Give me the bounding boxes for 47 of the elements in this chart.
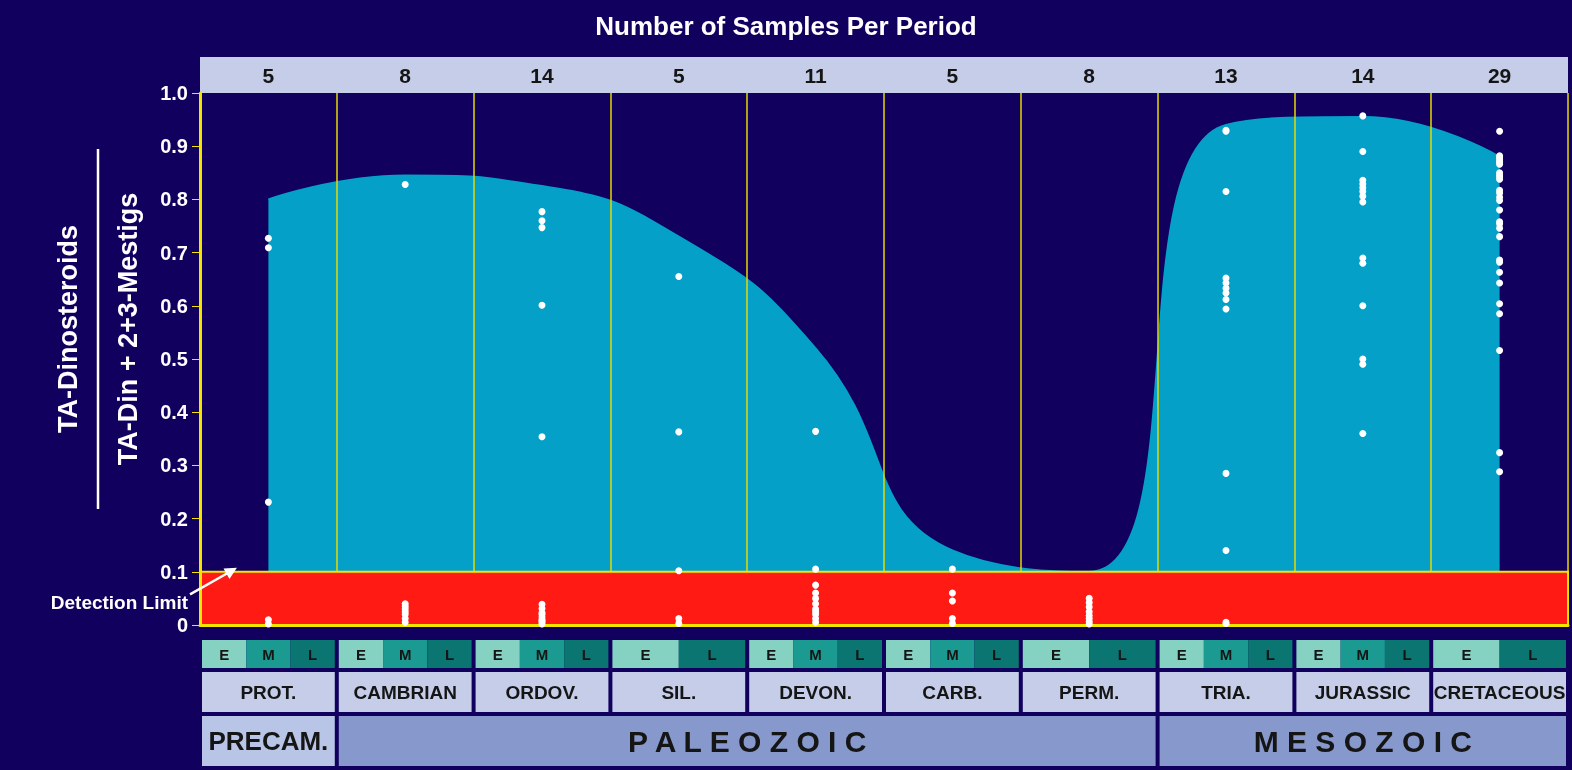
text: E L <box>640 645 717 663</box>
x-tick-label: DEVON. <box>779 682 853 703</box>
text: 13 <box>1214 63 1238 87</box>
y-tick-label: 0.8 <box>160 188 188 211</box>
y-tick-label: 0.3 <box>160 454 188 477</box>
y-tick-label: 0.1 <box>160 560 188 583</box>
x-tick-label: SIL. <box>661 682 697 703</box>
text: P A L E O Z O I C <box>628 724 867 758</box>
text: M E S O Z O I C <box>1253 724 1472 758</box>
y-tick-label: 0.9 <box>160 135 188 158</box>
text: E L <box>1461 645 1538 663</box>
x-tick-label: PERM. <box>1059 682 1120 703</box>
text: E L <box>1050 645 1127 663</box>
text: E M L <box>1176 645 1275 663</box>
text: 29 <box>1487 63 1512 87</box>
text: E M L <box>766 645 865 663</box>
text: E M L <box>219 645 318 663</box>
x-tick-label: TRIA. <box>1201 682 1251 703</box>
y-tick-label: 0.6 <box>160 294 188 317</box>
y-tick-label: 0.7 <box>160 241 188 264</box>
text: PRECAM. <box>208 726 329 756</box>
text: E M L <box>903 645 1002 663</box>
y-tick-label: 0.4 <box>160 401 189 424</box>
x-tick-label: PROT. <box>240 682 297 703</box>
text: E M L <box>492 645 591 663</box>
text: 14 <box>1351 63 1375 87</box>
text: 5 <box>262 63 275 87</box>
y-tick-label: 1.0 <box>160 82 188 104</box>
text: 14 <box>530 63 554 87</box>
text: 5 <box>672 63 685 87</box>
x-tick-label: CRETACEOUS <box>1433 682 1566 703</box>
y-tick-label: 0.2 <box>160 507 188 530</box>
x-tick-label: ORDOV. <box>505 682 579 703</box>
x-tick-label: CARB. <box>922 682 983 703</box>
y-tick-label: 0.5 <box>160 348 188 370</box>
y-tick-label: 0 <box>176 614 188 636</box>
chart-title: Number of Samples Per Period <box>595 11 977 41</box>
x-tick-label: JURASSIC <box>1314 682 1412 703</box>
text: 8 <box>399 63 412 87</box>
y-axis-title: TA-Dinosteroids TA-Din + 2+3-Mestigs <box>53 192 143 466</box>
text: 5 <box>946 63 959 87</box>
text: 8 <box>1083 63 1096 87</box>
x-tick-label: CAMBRIAN <box>353 682 457 703</box>
text: 11 <box>804 63 828 87</box>
band-label: Detection Limit <box>50 591 189 613</box>
text: E M L <box>355 645 455 663</box>
text: E M L <box>1313 645 1412 663</box>
